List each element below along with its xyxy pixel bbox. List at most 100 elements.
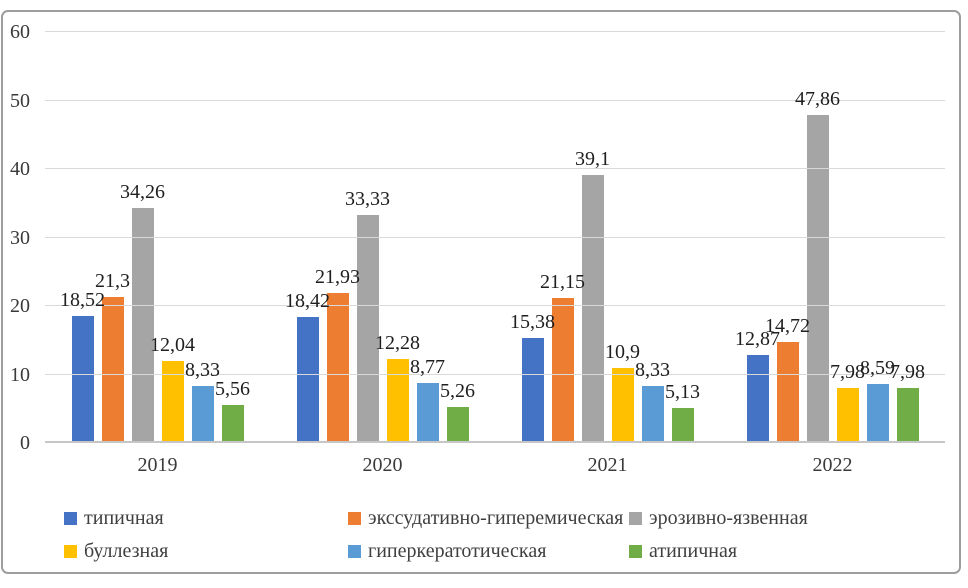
y-axis-tick-label: 10 [10,363,30,386]
bar-rect [551,298,574,443]
bar-rect [671,407,694,443]
chart-frame: 18,52 21,3 34,26 12,04 8,33 5,56 2019 18,42 21,9… [1,10,961,574]
data-label: 18,42 [285,289,330,312]
gridline [45,373,945,375]
data-label: 8,33 [635,358,670,381]
bar-2021-series-0: 15,38 [510,311,555,443]
bar-2022-series-3: 7,98 [830,362,865,443]
bar-rect [521,337,544,443]
data-label: 21,15 [540,271,585,294]
legend-label: типичная [84,507,164,529]
bar-rect [191,385,214,443]
bar-2022-series-1: 14,72 [765,316,810,443]
legend-item: гиперкератотическая [348,540,547,562]
legend-swatch [629,511,642,525]
legend-swatch [348,544,361,558]
data-label: 7,98 [830,361,865,384]
bar-rect [71,316,94,443]
bar-rect [221,404,244,443]
data-label: 12,87 [735,327,780,350]
data-label: 33,33 [345,187,390,210]
bar-rect [131,208,154,443]
y-axis-tick-label: 30 [10,226,30,249]
bar-rect [101,297,124,443]
bar-2020-series-4: 8,77 [410,356,445,443]
bar-rect [641,385,664,443]
legend-item: буллезная [64,540,169,562]
legend-item: типичная [64,507,164,529]
bar-2020-series-3: 12,28 [375,332,420,443]
bar-2020-series-5: 5,26 [440,380,475,443]
bar-2020-series-0: 18,42 [285,290,330,443]
bar-rect [776,342,799,443]
bar-group-2022: 12,87 14,72 47,86 7,98 8,59 7,98 2022 [720,32,945,476]
data-label: 5,56 [215,377,250,400]
y-axis-tick-label: 20 [10,295,30,318]
legend-item: экссудативно-гиперемическая [348,507,624,529]
data-label: 12,28 [375,331,420,354]
bar-rect [836,388,859,443]
bar-2019-series-3: 12,04 [150,334,195,443]
y-axis-tick-label: 40 [10,158,30,181]
data-label: 18,52 [60,289,105,312]
data-label: 21,3 [95,270,130,293]
data-label: 39,1 [575,148,610,171]
y-axis-tick-label: 50 [10,89,30,112]
legend-label: атипичная [649,540,738,562]
bar-rect [356,214,379,443]
data-label: 47,86 [795,88,840,111]
data-label: 8,77 [410,355,445,378]
bar-2022-series-0: 12,87 [735,328,780,443]
bar-rect [866,384,889,443]
x-axis-label: 2019 [137,454,178,476]
data-label: 5,13 [665,380,700,403]
data-label: 8,33 [185,358,220,381]
plot-area: 18,52 21,3 34,26 12,04 8,33 5,56 2019 18,42 21,9… [10,21,945,476]
bar-rect [581,175,604,443]
bar-2019-series-0: 18,52 [60,290,105,443]
bar-rect [416,382,439,443]
bar-2019-series-1: 21,3 [95,271,130,443]
bar-group-2021: 15,38 21,15 39,1 10,9 8,33 5,13 2021 [495,32,720,476]
bar-2019-series-5: 5,56 [215,378,250,443]
legend-swatch [629,544,642,558]
gridline [45,305,945,307]
bar-rect [296,316,319,443]
gridline [45,99,945,101]
legend-swatch [64,511,77,525]
bar-2019-series-2: 34,26 [120,182,165,443]
data-label: 14,72 [765,315,810,338]
legend-swatch [348,511,361,525]
bar-rect [806,115,829,443]
legend-label: экссудативно-гиперемическая [368,507,624,529]
bar-2020-series-2: 33,33 [345,188,390,443]
bar-rect [746,354,769,443]
legend: типичная экссудативно-гиперемическая эрози… [3,12,959,572]
bar-2021-series-1: 21,15 [540,272,585,443]
legend-label: буллезная [84,540,169,562]
gridline [45,31,945,32]
bar-2021-series-5: 5,13 [665,381,700,443]
bar-rect [611,368,634,443]
legend-swatch [64,544,77,558]
data-label: 8,59 [860,357,895,380]
x-axis-label: 2022 [812,454,853,476]
bar-group-2020: 18,42 21,93 33,33 12,28 8,77 5,26 2020 [270,32,495,476]
bar-2019-series-4: 8,33 [185,359,220,443]
gridline [45,236,945,238]
gridline [45,168,945,170]
bar-rect [326,292,349,443]
legend-label: эрозивно-язвенная [649,507,808,529]
legend-label: гиперкератотическая [368,540,547,562]
data-label: 10,9 [605,341,640,364]
data-label: 7,98 [890,361,925,384]
data-label: 5,26 [440,379,475,402]
data-label: 34,26 [120,181,165,204]
y-axis-tick-label: 60 [10,21,30,43]
bar-rect [446,406,469,443]
bar-2022-series-2: 47,86 [795,89,840,443]
bar-2021-series-2: 39,1 [575,149,610,443]
y-axis-tick-label: 0 [20,432,30,454]
bar-groups: 18,52 21,3 34,26 12,04 8,33 5,56 2019 18,42 21,9… [45,32,945,476]
bar-rect [896,388,919,443]
